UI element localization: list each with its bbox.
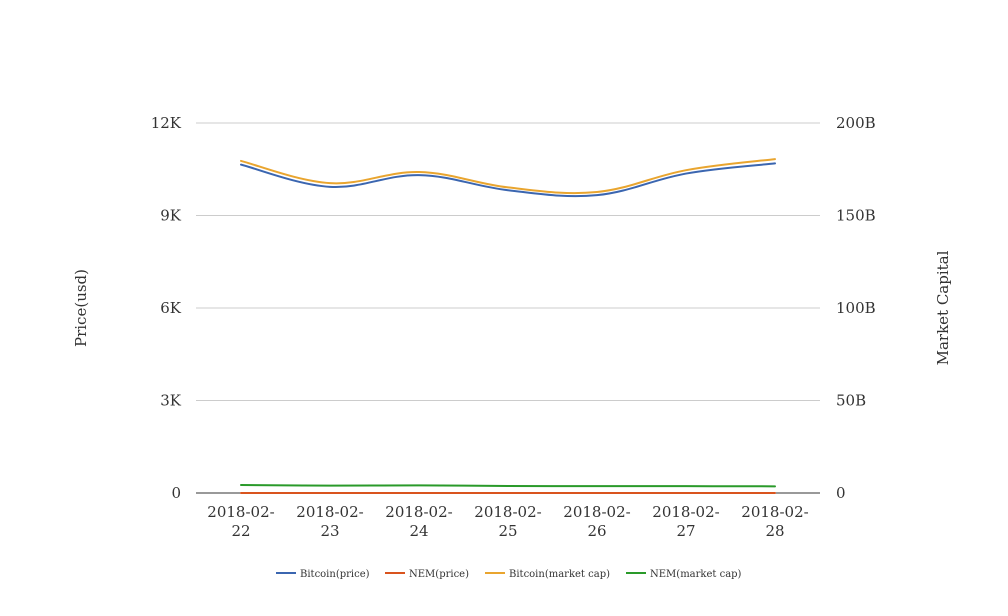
left-tick-label: 6K <box>160 299 182 317</box>
legend-item-nem-market-cap[interactable]: NEM(market cap) <box>626 569 742 580</box>
x-tick-label-line: 2018-02- <box>652 503 719 521</box>
x-tick-label-line: 26 <box>587 522 606 540</box>
left-tick-label: 0 <box>171 484 181 502</box>
x-tick-label: 2018-02-27 <box>652 503 719 540</box>
legend-label: Bitcoin(price) <box>300 569 370 580</box>
x-tick-label-line: 22 <box>231 522 250 540</box>
legend: Bitcoin(price) NEM(price) Bitcoin(market c… <box>276 569 742 580</box>
x-tick-label: 2018-02-24 <box>385 503 452 540</box>
right-tick-label: 200B <box>836 114 876 132</box>
x-tick-label: 2018-02-22 <box>207 503 274 540</box>
legend-label: NEM(market cap) <box>650 569 742 580</box>
right-tick-label: 150B <box>836 207 876 225</box>
legend-item-bitcoin-market-cap[interactable]: Bitcoin(market cap) <box>485 569 610 580</box>
x-tick-label-line: 25 <box>498 522 517 540</box>
right-axis-title: Market Capital <box>934 250 952 365</box>
left-axis-ticks: 0 3K 6K 9K 12K <box>151 114 182 502</box>
right-axis-ticks: 0 50B 100B 150B 200B <box>836 114 876 502</box>
left-tick-label: 9K <box>160 207 182 225</box>
right-tick-label: 0 <box>836 484 846 502</box>
legend-item-bitcoin-price[interactable]: Bitcoin(price) <box>276 569 370 580</box>
series-line-nem-market-cap <box>240 484 776 488</box>
x-tick-label-line: 2018-02- <box>474 503 541 521</box>
x-tick-label-line: 2018-02- <box>207 503 274 521</box>
series-lines <box>240 158 776 494</box>
x-axis-ticks: 2018-02-222018-02-232018-02-242018-02-25… <box>207 503 808 540</box>
series-line-bitcoin-price <box>240 162 776 198</box>
x-tick-label: 2018-02-25 <box>474 503 541 540</box>
x-tick-label-line: 2018-02- <box>385 503 452 521</box>
series-line-bitcoin-market-cap <box>240 158 776 195</box>
x-tick-label-line: 2018-02- <box>741 503 808 521</box>
x-tick-label-line: 27 <box>676 522 695 540</box>
legend-item-nem-price[interactable]: NEM(price) <box>385 569 469 580</box>
legend-label: NEM(price) <box>409 569 469 580</box>
left-tick-label: 12K <box>151 114 182 132</box>
x-tick-label-line: 28 <box>765 522 784 540</box>
x-tick-label: 2018-02-23 <box>296 503 363 540</box>
legend-label: Bitcoin(market cap) <box>509 569 610 580</box>
x-tick-label-line: 23 <box>320 522 339 540</box>
x-tick-label: 2018-02-26 <box>563 503 630 540</box>
right-tick-label: 100B <box>836 299 876 317</box>
x-tick-label-line: 2018-02- <box>296 503 363 521</box>
left-axis-title: Price(usd) <box>72 269 90 347</box>
x-tick-label-line: 2018-02- <box>563 503 630 521</box>
right-tick-label: 50B <box>836 392 866 410</box>
x-tick-label: 2018-02-28 <box>741 503 808 540</box>
x-tick-label-line: 24 <box>409 522 428 540</box>
left-tick-label: 3K <box>160 392 182 410</box>
